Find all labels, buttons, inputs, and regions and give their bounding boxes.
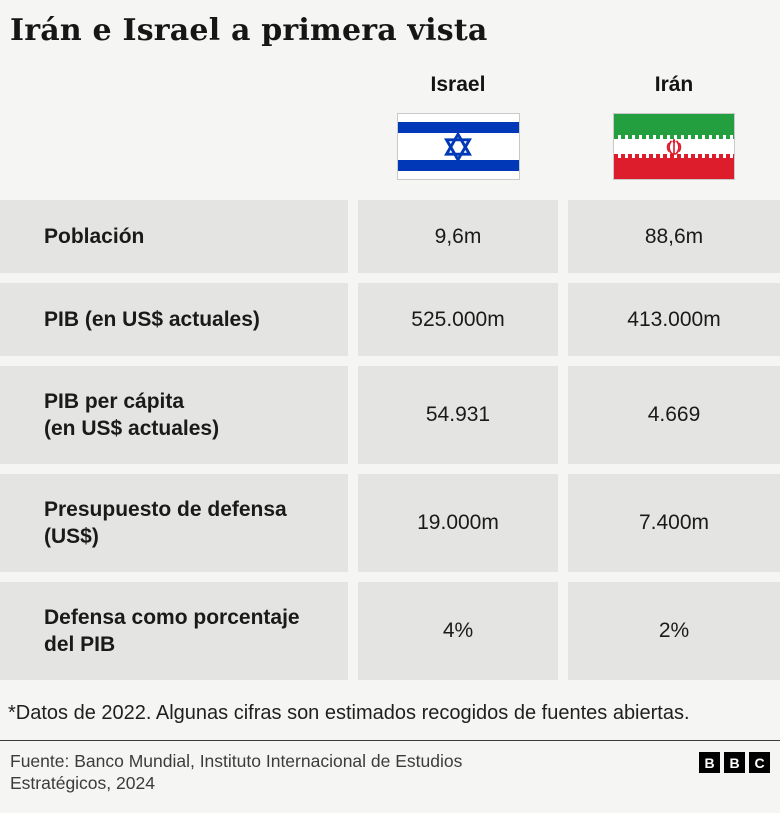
iran-value: 7.400m [568, 474, 780, 572]
israel-flag-top-stripe [397, 122, 519, 133]
israel-value: 54.931 [358, 366, 558, 464]
bbc-logo-letter: B [699, 752, 720, 773]
column-header-iran: Irán [654, 73, 694, 96]
column-header-israel: Israel [430, 73, 486, 96]
iran-flag-green-band [614, 114, 734, 135]
iran-value: 4.669 [568, 366, 780, 464]
table-row: Presupuesto de defensa (US$) 19.000m 7.4… [0, 474, 780, 572]
table-row: PIB per cápita (en US$ actuales) 54.931 … [0, 366, 780, 464]
row-label: PIB (en US$ actuales) [0, 283, 348, 356]
iran-flag-takbir-border-bottom [614, 154, 734, 158]
israel-value: 19.000m [358, 474, 558, 572]
header-spacer [0, 72, 348, 98]
star-of-david-icon [444, 130, 472, 163]
iran-flag-takbir-border-top [614, 135, 734, 139]
iran-flag-red-band [614, 158, 734, 179]
source-attribution: Fuente: Banco Mundial, Instituto Interna… [10, 751, 463, 793]
comparison-table: Población 9,6m 88,6m PIB (en US$ actuale… [0, 200, 780, 680]
israel-flag-bottom-stripe [397, 160, 519, 171]
row-label: PIB per cápita (en US$ actuales) [0, 366, 348, 464]
iran-emblem-icon [666, 138, 682, 155]
page-title: Irán e Israel a primera vista [10, 13, 488, 48]
iran-flag [613, 113, 735, 180]
column-headers: Israel Irán [0, 72, 780, 98]
iran-value: 2% [568, 582, 780, 680]
flag-spacer [0, 113, 348, 182]
row-label: Presupuesto de defensa (US$) [0, 474, 348, 572]
israel-flag [396, 113, 520, 180]
footer: Fuente: Banco Mundial, Instituto Interna… [0, 740, 780, 794]
bbc-logo-letter: C [749, 752, 770, 773]
table-row: Defensa como porcentaje del PIB 4% 2% [0, 582, 780, 680]
table-row: Población 9,6m 88,6m [0, 200, 780, 273]
footnote: *Datos de 2022. Algunas cifras son estim… [8, 702, 690, 724]
israel-value: 9,6m [358, 200, 558, 273]
row-label: Defensa como porcentaje del PIB [0, 582, 348, 680]
bbc-logo-letter: B [724, 752, 745, 773]
table-row: PIB (en US$ actuales) 525.000m 413.000m [0, 283, 780, 356]
iran-value: 413.000m [568, 283, 780, 356]
israel-value: 4% [358, 582, 558, 680]
israel-value: 525.000m [358, 283, 558, 356]
iran-value: 88,6m [568, 200, 780, 273]
flags-row [0, 113, 780, 182]
row-label: Población [0, 200, 348, 273]
bbc-blocks-logo: B B C [699, 752, 770, 773]
